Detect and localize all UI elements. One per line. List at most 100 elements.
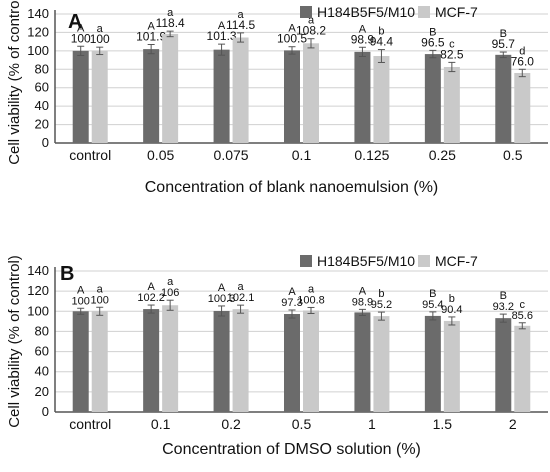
data-label: 106 xyxy=(161,287,179,299)
significance-letter: A xyxy=(77,22,85,34)
bar-h184b5f5-m10 xyxy=(424,54,441,144)
y-tick-label: 80 xyxy=(35,61,49,76)
significance-letter: B xyxy=(429,288,436,300)
bar-h184b5f5-m10 xyxy=(72,50,89,143)
significance-letter: b xyxy=(449,293,455,305)
x-tick-label: 0.075 xyxy=(214,147,249,163)
significance-letter: a xyxy=(308,283,315,295)
significance-letter: b xyxy=(378,288,384,300)
y-axis-title: Cell viability (% of control) xyxy=(6,255,23,428)
data-label: 95.4 xyxy=(422,299,443,311)
bar-h184b5f5-m10 xyxy=(354,312,371,412)
y-tick-label: 60 xyxy=(35,80,49,95)
legend-swatch xyxy=(300,6,312,18)
y-tick-label: 100 xyxy=(27,303,49,318)
data-label: 82.5 xyxy=(440,47,464,61)
panel-label: B xyxy=(60,263,74,285)
significance-letter: a xyxy=(97,23,104,35)
data-label: 100.8 xyxy=(297,294,325,306)
data-label: 100 xyxy=(72,295,90,307)
significance-letter: c xyxy=(449,38,455,50)
legend-swatch xyxy=(300,255,312,267)
bar-h184b5f5-m10 xyxy=(354,51,371,144)
y-tick-label: 40 xyxy=(35,364,49,379)
y-tick-label: 80 xyxy=(35,323,49,338)
x-tick-label: 2 xyxy=(509,416,517,432)
significance-letter: B xyxy=(429,26,436,38)
x-tick-label: 0.1 xyxy=(151,416,171,432)
bar-h184b5f5-m10 xyxy=(495,318,512,412)
x-tick-label: 0.125 xyxy=(354,147,389,163)
legend-label: H184B5F5/M10 xyxy=(317,4,415,20)
panel-label: A xyxy=(68,11,82,33)
y-tick-label: 100 xyxy=(27,43,49,58)
data-label: 76.0 xyxy=(511,54,535,68)
bar-mcf-7 xyxy=(232,37,249,143)
legend-swatch xyxy=(418,6,430,18)
bar-h184b5f5-m10 xyxy=(424,315,441,412)
chart-panel-a: 020406080100120140control100A100a0.05101… xyxy=(6,0,548,196)
significance-letter: b xyxy=(378,26,384,38)
y-tick-label: 20 xyxy=(35,117,49,132)
data-label: 96.5 xyxy=(421,35,445,49)
data-label: 85.6 xyxy=(512,310,533,322)
x-tick-label: 0.25 xyxy=(429,147,456,163)
y-tick-label: 120 xyxy=(27,283,49,298)
data-label: 100 xyxy=(91,294,109,306)
significance-letter: d xyxy=(519,45,525,57)
y-tick-label: 60 xyxy=(35,344,49,359)
significance-letter: a xyxy=(167,7,174,19)
bar-mcf-7 xyxy=(303,43,319,143)
data-label: 94.4 xyxy=(370,35,394,49)
bar-mcf-7 xyxy=(303,310,319,412)
x-axis-title: Concentration of blank nanoemulsion (%) xyxy=(145,179,439,196)
chart-panel-b: 020406080100120140control100A100a0.1102.… xyxy=(6,253,548,458)
data-label: 90.4 xyxy=(441,304,462,316)
data-label: 102.2 xyxy=(137,292,165,304)
bar-mcf-7 xyxy=(162,33,179,143)
significance-letter: a xyxy=(238,281,245,293)
y-tick-label: 120 xyxy=(27,24,49,39)
significance-letter: A xyxy=(77,284,85,296)
y-axis-title: Cell viability (% of control) xyxy=(6,0,23,165)
bar-mcf-7 xyxy=(443,320,460,412)
significance-letter: A xyxy=(359,285,367,297)
significance-letter: A xyxy=(288,23,296,35)
significance-letter: a xyxy=(308,15,315,27)
significance-letter: A xyxy=(359,23,367,35)
significance-letter: c xyxy=(520,299,526,311)
data-label: 98.9 xyxy=(351,32,375,46)
data-label: 102.1 xyxy=(227,292,255,304)
data-label: 93.2 xyxy=(493,301,514,313)
significance-letter: A xyxy=(147,281,155,293)
x-tick-label: 1.5 xyxy=(433,416,453,432)
x-tick-label: 0.5 xyxy=(503,147,523,163)
bar-mcf-7 xyxy=(91,50,108,143)
bar-mcf-7 xyxy=(162,305,179,412)
bar-h184b5f5-m10 xyxy=(213,310,230,412)
y-tick-label: 0 xyxy=(42,404,49,419)
data-label: 100.5 xyxy=(277,32,307,46)
significance-letter: A xyxy=(218,20,226,32)
x-axis-title: Concentration of DMSO solution (%) xyxy=(162,441,421,458)
x-tick-label: 0.5 xyxy=(292,416,312,432)
x-tick-label: 1 xyxy=(368,416,376,432)
y-tick-label: 40 xyxy=(35,98,49,113)
bar-mcf-7 xyxy=(91,311,108,412)
bar-mcf-7 xyxy=(232,309,249,412)
data-label: 100 xyxy=(71,31,91,45)
bar-mcf-7 xyxy=(514,72,531,143)
x-tick-label: 0.05 xyxy=(147,147,174,163)
bar-mcf-7 xyxy=(373,316,390,412)
significance-letter: A xyxy=(147,20,155,32)
legend-label: MCF-7 xyxy=(435,4,478,20)
bar-h184b5f5-m10 xyxy=(284,314,300,412)
data-label: 118.4 xyxy=(156,16,185,30)
x-tick-label: 0.1 xyxy=(292,147,312,163)
legend-swatch xyxy=(418,255,430,267)
bar-h184b5f5-m10 xyxy=(143,49,160,143)
significance-letter: a xyxy=(167,276,174,288)
bar-mcf-7 xyxy=(514,325,531,412)
